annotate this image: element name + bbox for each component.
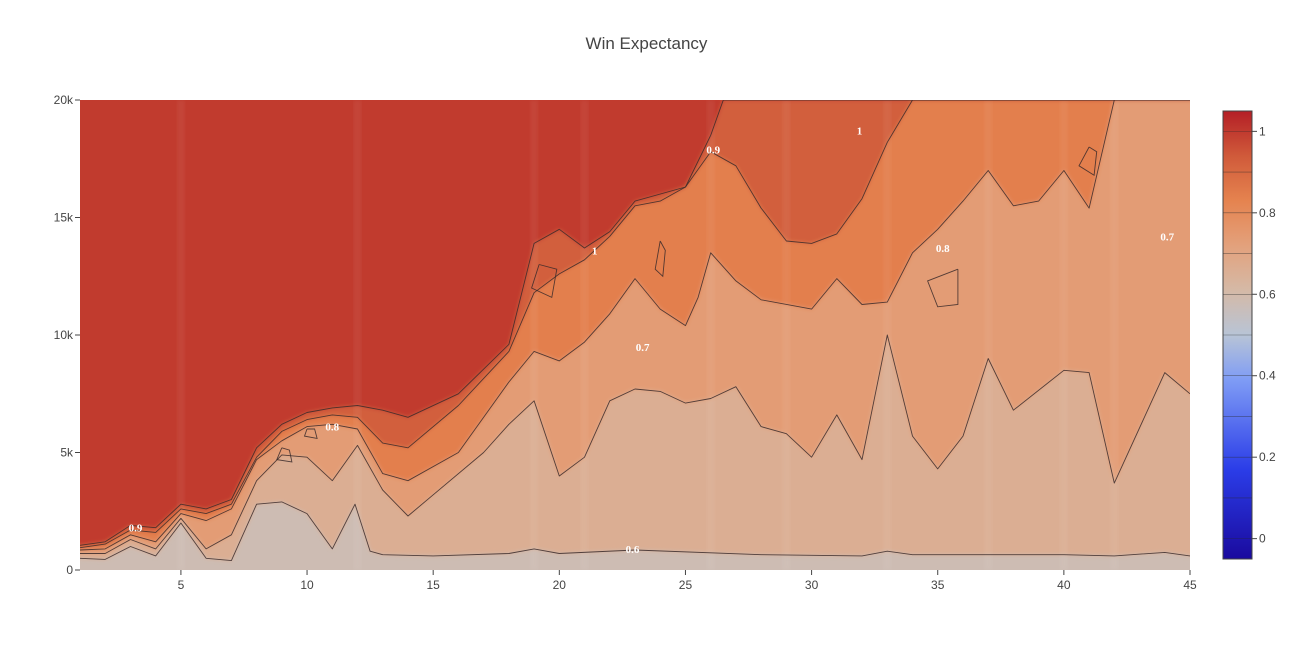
texture-streak: [984, 100, 993, 570]
contour-loop: [303, 428, 318, 439]
texture-streak: [782, 100, 791, 570]
y-tick-label: 15k: [54, 211, 74, 225]
y-tick-label: 0: [66, 563, 73, 577]
contour-line-b08: [80, 100, 1190, 551]
contour-label: 0.9: [706, 144, 720, 156]
x-tick-label: 35: [931, 578, 945, 592]
x-tick-label: 10: [300, 578, 314, 592]
y-tick-label: 10k: [54, 328, 74, 342]
contour-line-b10: [80, 100, 1190, 546]
contour-label: 0.9: [129, 523, 143, 535]
contour-label: 0.8: [325, 422, 339, 434]
contour-loop: [654, 240, 666, 278]
texture-streak: [1110, 100, 1119, 570]
x-tick-label: 45: [1183, 578, 1197, 592]
contour-label: 0.6: [626, 544, 640, 556]
colorbar-tick-label: 0.8: [1259, 206, 1276, 220]
y-tick-label: 20k: [54, 93, 74, 107]
contour-line-b06: [80, 501, 1190, 562]
colorbar-tick-label: 0.2: [1259, 450, 1276, 464]
contour-line-b09: [80, 100, 1190, 549]
texture-streak: [176, 100, 185, 570]
x-tick-label: 15: [427, 578, 441, 592]
contour-loop: [927, 268, 959, 308]
texture-streak: [580, 100, 589, 570]
contour-loop: [276, 447, 293, 463]
texture-streak: [1059, 100, 1068, 570]
x-tick-label: 40: [1057, 578, 1071, 592]
y-tick-label: 5k: [60, 446, 74, 460]
x-tick-label: 5: [178, 578, 185, 592]
axes: 5 10 15 20 25 30 35 40 45 0 5k 10k 15k 20k: [54, 93, 1197, 592]
contour-label: 0.7: [636, 342, 650, 354]
contour-labels: 0.6 0.7 0.7 0.8 0.8 0.9 0.9 1 1: [129, 126, 1175, 556]
contour-loop: [531, 264, 558, 299]
x-tick-label: 20: [553, 578, 567, 592]
colorbar-tick-label: 0.6: [1259, 287, 1276, 301]
contour-lines: [80, 100, 1190, 562]
texture-streak: [353, 100, 362, 570]
chart-title: Win Expectancy: [585, 34, 708, 53]
contour-label: 0.7: [1160, 231, 1174, 243]
colorbar-tick-label: 0.4: [1259, 369, 1276, 383]
colorbar-tick-label: 0: [1259, 532, 1266, 546]
colorbar: 0 0.2 0.4 0.6 0.8 1: [1222, 110, 1276, 560]
x-tick-label: 25: [679, 578, 693, 592]
contour-label: 1: [857, 126, 863, 138]
texture-streak: [706, 100, 715, 570]
texture-streak: [530, 100, 539, 570]
contour-loop: [1078, 146, 1098, 176]
contour-label: 1: [592, 245, 598, 257]
contour-line-b07: [80, 334, 1190, 554]
contour-label: 0.8: [936, 243, 950, 255]
x-tick-label: 30: [805, 578, 819, 592]
colorbar-tick-label: 1: [1259, 124, 1266, 138]
